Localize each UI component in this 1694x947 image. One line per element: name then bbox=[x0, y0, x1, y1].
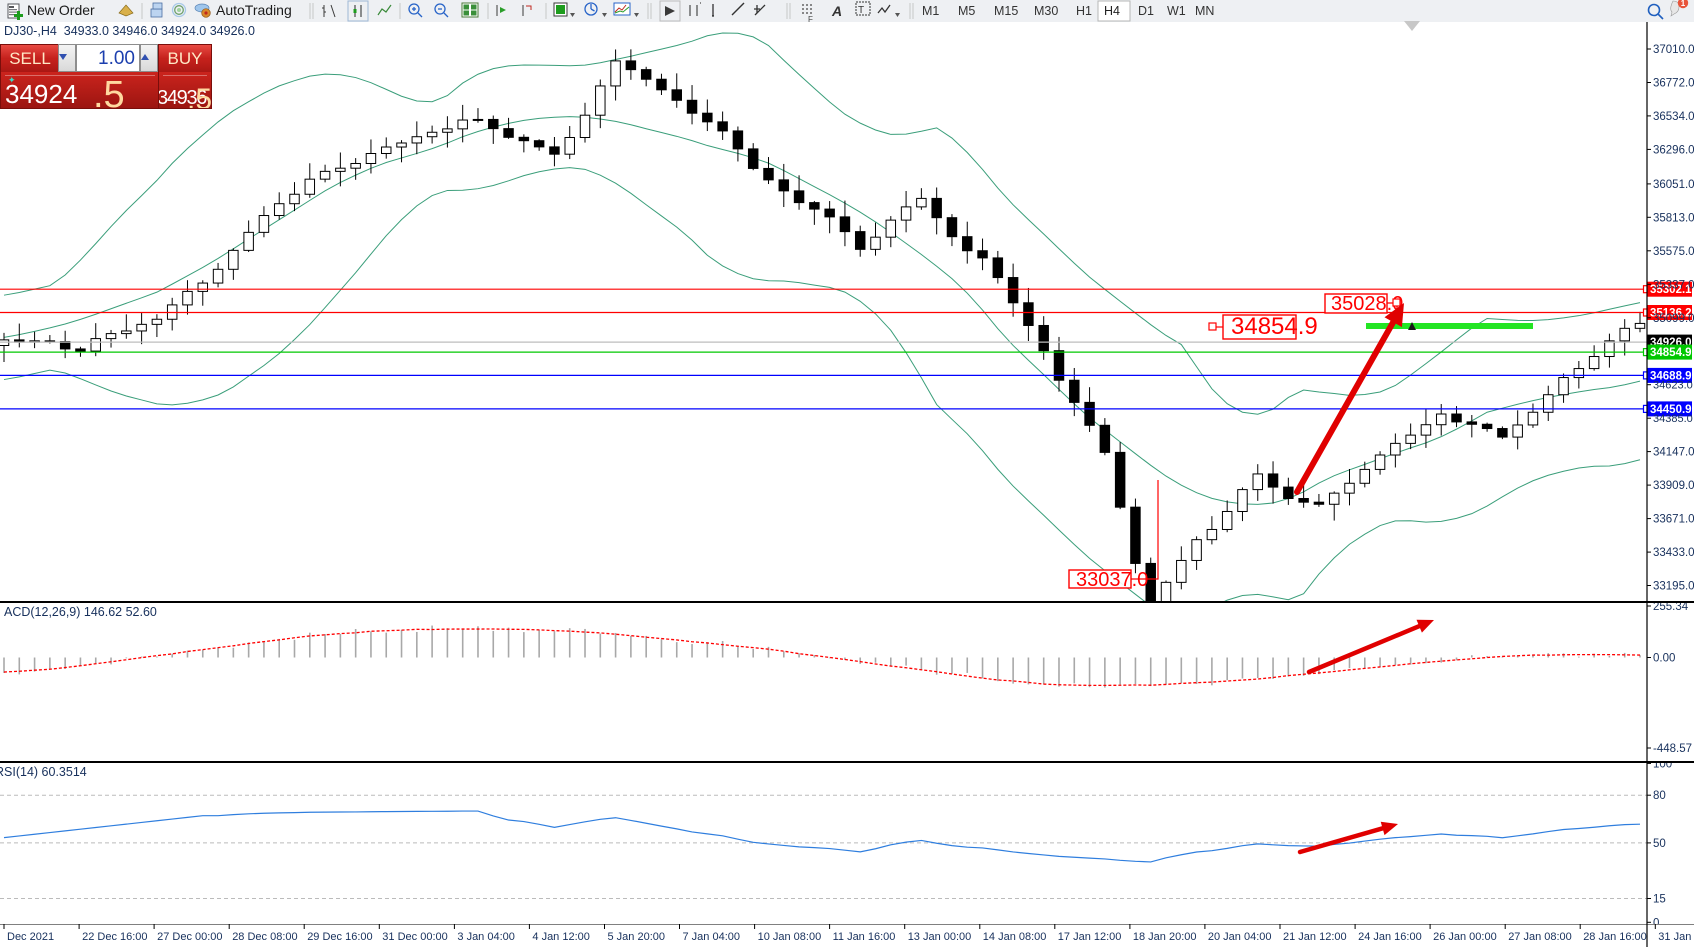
svg-text:21 Jan 12:00: 21 Jan 12:00 bbox=[1283, 931, 1347, 943]
svg-text:31 Jan 20:00: 31 Jan 20:00 bbox=[1658, 931, 1694, 943]
svg-text:ACD(12,26,9) 146.62 52.60: ACD(12,26,9) 146.62 52.60 bbox=[4, 605, 157, 619]
svg-text:28 Dec 08:00: 28 Dec 08:00 bbox=[232, 931, 297, 943]
svg-text:34623.0: 34623.0 bbox=[1653, 380, 1693, 392]
svg-text:29 Dec 16:00: 29 Dec 16:00 bbox=[307, 931, 372, 943]
svg-text:0.00: 0.00 bbox=[1653, 653, 1675, 665]
svg-text:22 Dec 16:00: 22 Dec 16:00 bbox=[82, 931, 147, 943]
svg-text:36772.0: 36772.0 bbox=[1653, 78, 1694, 90]
svg-text:M5: M5 bbox=[958, 4, 975, 18]
svg-text:M1: M1 bbox=[922, 4, 939, 18]
svg-text:W1: W1 bbox=[1167, 4, 1186, 18]
svg-text:33909.0: 33909.0 bbox=[1653, 480, 1694, 492]
svg-text:Dec 2021: Dec 2021 bbox=[7, 931, 54, 943]
svg-text:36296.0: 36296.0 bbox=[1653, 144, 1694, 156]
svg-text:50: 50 bbox=[1653, 838, 1666, 850]
svg-text:18 Jan 20:00: 18 Jan 20:00 bbox=[1133, 931, 1197, 943]
svg-text:-448.57: -448.57 bbox=[1653, 743, 1692, 755]
svg-text:20 Jan 04:00: 20 Jan 04:00 bbox=[1208, 931, 1272, 943]
svg-text:34854.9: 34854.9 bbox=[1650, 347, 1692, 359]
svg-text:AutoTrading: AutoTrading bbox=[216, 2, 292, 18]
svg-text:11 Jan 16:00: 11 Jan 16:00 bbox=[833, 931, 896, 943]
svg-text:3 Jan 04:00: 3 Jan 04:00 bbox=[457, 931, 515, 943]
svg-text:F: F bbox=[808, 15, 813, 22]
svg-text:255.34: 255.34 bbox=[1653, 603, 1689, 613]
svg-text:15: 15 bbox=[1653, 894, 1666, 906]
svg-text:4 Jan 12:00: 4 Jan 12:00 bbox=[532, 931, 590, 943]
svg-text:24 Jan 16:00: 24 Jan 16:00 bbox=[1358, 931, 1422, 943]
svg-text:33671.0: 33671.0 bbox=[1653, 514, 1694, 526]
svg-text:80: 80 bbox=[1653, 790, 1666, 802]
svg-text:35813.0: 35813.0 bbox=[1653, 212, 1694, 224]
svg-text:34147.0: 34147.0 bbox=[1653, 447, 1694, 459]
svg-text:28 Jan 16:00: 28 Jan 16:00 bbox=[1583, 931, 1647, 943]
svg-text:27 Jan 08:00: 27 Jan 08:00 bbox=[1508, 931, 1572, 943]
svg-text:14 Jan 08:00: 14 Jan 08:00 bbox=[983, 931, 1047, 943]
svg-text:100: 100 bbox=[1653, 763, 1672, 770]
svg-text:33433.0: 33433.0 bbox=[1653, 547, 1694, 559]
svg-text:37010.0: 37010.0 bbox=[1653, 44, 1694, 56]
svg-text:35337.0: 35337.0 bbox=[1653, 279, 1694, 291]
svg-text:17 Jan 12:00: 17 Jan 12:00 bbox=[1058, 931, 1122, 943]
svg-text:10 Jan 08:00: 10 Jan 08:00 bbox=[758, 931, 822, 943]
svg-text:A: A bbox=[831, 3, 842, 19]
svg-text:M30: M30 bbox=[1034, 4, 1058, 18]
svg-text:35575.0: 35575.0 bbox=[1653, 246, 1694, 258]
svg-text:MN: MN bbox=[1195, 4, 1214, 18]
svg-text:T: T bbox=[858, 5, 864, 16]
svg-text:1: 1 bbox=[1681, 0, 1686, 8]
svg-text:5 Jan 20:00: 5 Jan 20:00 bbox=[608, 931, 666, 943]
svg-text:RSI(14) 60.3514: RSI(14) 60.3514 bbox=[0, 765, 87, 779]
svg-text:H1: H1 bbox=[1076, 4, 1092, 18]
svg-text:New Order: New Order bbox=[27, 2, 95, 18]
svg-text:M15: M15 bbox=[994, 4, 1018, 18]
svg-text:27 Dec 00:00: 27 Dec 00:00 bbox=[157, 931, 222, 943]
svg-text:26 Jan 00:00: 26 Jan 00:00 bbox=[1433, 931, 1497, 943]
svg-text:31 Dec 00:00: 31 Dec 00:00 bbox=[382, 931, 447, 943]
svg-text:35099.0: 35099.0 bbox=[1653, 313, 1694, 325]
svg-text:33195.0: 33195.0 bbox=[1653, 581, 1694, 593]
svg-text:34385.0: 34385.0 bbox=[1653, 413, 1693, 425]
svg-text:36051.0: 36051.0 bbox=[1653, 179, 1694, 191]
svg-text:7 Jan 04:00: 7 Jan 04:00 bbox=[683, 931, 741, 943]
svg-text:D1: D1 bbox=[1138, 4, 1154, 18]
svg-text:13 Jan 00:00: 13 Jan 00:00 bbox=[908, 931, 972, 943]
svg-text:H4: H4 bbox=[1104, 4, 1120, 18]
svg-text:36534.0: 36534.0 bbox=[1653, 111, 1694, 123]
